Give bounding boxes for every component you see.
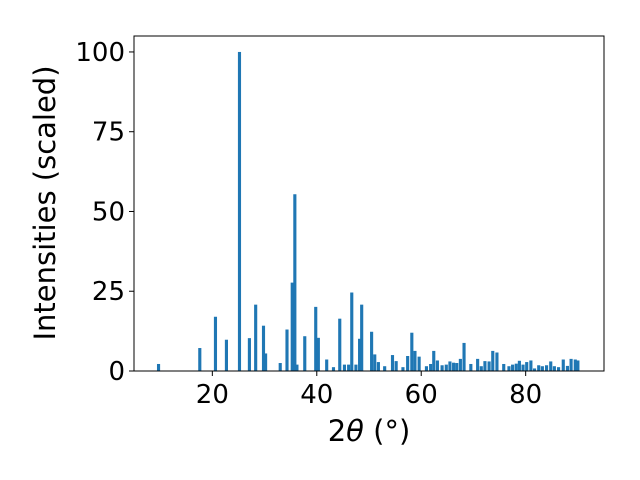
bar-72 xyxy=(569,358,573,371)
bar-46 xyxy=(458,358,462,371)
bar-18 xyxy=(331,367,336,371)
x-tick-label-80: 80 xyxy=(509,380,542,410)
bar-67 xyxy=(549,361,553,371)
y-tick-label-25: 25 xyxy=(92,277,125,307)
bar-8 xyxy=(264,353,268,371)
bar-65 xyxy=(540,366,544,371)
bar-58 xyxy=(514,363,518,371)
bar-34 xyxy=(410,332,414,371)
bar-24 xyxy=(358,338,362,371)
bar-38 xyxy=(429,363,433,371)
bar-30 xyxy=(390,355,395,371)
bar-63 xyxy=(532,368,537,371)
bar-51 xyxy=(483,361,487,371)
x-tick-label-40: 40 xyxy=(300,380,333,410)
bar-0 xyxy=(156,363,161,371)
x-axis-label-suffix: (°) xyxy=(364,414,410,448)
plot-frame xyxy=(133,35,605,372)
bar-69 xyxy=(557,367,561,371)
bar-10 xyxy=(285,329,289,371)
bar-15 xyxy=(314,306,318,371)
bar-56 xyxy=(507,366,511,371)
bar-41 xyxy=(440,365,444,371)
y-tick-label-75: 75 xyxy=(92,118,125,148)
y-tick-label-50: 50 xyxy=(92,197,125,227)
bar-36 xyxy=(417,356,421,371)
bar-45 xyxy=(455,363,459,371)
bar-9 xyxy=(278,363,282,371)
y-axis-ticks: 0 25 50 75 100 xyxy=(75,38,134,387)
bar-74 xyxy=(576,360,580,371)
bar-27 xyxy=(373,354,377,371)
bar-43 xyxy=(448,361,452,371)
bar-13 xyxy=(295,364,299,371)
bar-70 xyxy=(561,359,565,371)
bar-21 xyxy=(347,364,351,371)
bar-3 xyxy=(224,339,228,371)
bar-25 xyxy=(360,304,364,371)
bar-40 xyxy=(435,360,439,371)
bar-4 xyxy=(237,51,242,371)
bar-61 xyxy=(525,362,529,371)
bar-31 xyxy=(394,361,398,371)
bar-5 xyxy=(247,338,251,371)
bar-16 xyxy=(316,337,320,371)
x-tick-label-20: 20 xyxy=(196,380,229,410)
bar-71 xyxy=(565,365,570,371)
bar-66 xyxy=(544,365,549,371)
bar-47 xyxy=(462,342,466,371)
bar-7 xyxy=(261,325,266,371)
bar-52 xyxy=(487,361,491,371)
bar-62 xyxy=(529,360,533,371)
bar-series xyxy=(156,51,580,371)
bar-1 xyxy=(198,348,202,371)
bar-28 xyxy=(376,362,380,371)
bar-26 xyxy=(370,331,374,371)
x-tick-label-60: 60 xyxy=(405,380,438,410)
bar-20 xyxy=(342,364,347,371)
x-axis-label: 2θ (°) xyxy=(328,414,411,448)
bar-32 xyxy=(401,367,405,371)
bar-29 xyxy=(383,366,387,371)
bar-37 xyxy=(424,366,429,371)
bar-33 xyxy=(406,356,410,371)
bar-48 xyxy=(469,363,473,371)
bar-73 xyxy=(573,359,577,371)
bar-57 xyxy=(511,364,515,371)
y-tick-label-0: 0 xyxy=(108,357,125,387)
bar-22 xyxy=(350,292,354,371)
bar-55 xyxy=(502,363,506,371)
y-tick-label-100: 100 xyxy=(75,38,125,68)
bar-64 xyxy=(537,365,541,371)
bar-19 xyxy=(338,318,342,371)
x-axis-label-theta: θ xyxy=(346,414,364,448)
bar-59 xyxy=(517,360,521,371)
bar-23 xyxy=(354,364,358,371)
bar-42 xyxy=(444,364,448,371)
bar-50 xyxy=(479,366,483,371)
bar-12 xyxy=(293,194,297,371)
bar-11 xyxy=(290,282,294,371)
bar-17 xyxy=(325,359,329,371)
bar-60 xyxy=(521,364,525,371)
bar-53 xyxy=(491,350,495,371)
bar-54 xyxy=(495,352,499,371)
bar-14 xyxy=(303,336,307,371)
bar-39 xyxy=(432,350,436,371)
bar-2 xyxy=(213,316,218,371)
bar-49 xyxy=(476,358,480,371)
y-axis-label: Intensities (scaled) xyxy=(28,65,62,340)
bar-44 xyxy=(452,362,456,371)
x-axis-ticks: 20 40 60 80 xyxy=(196,371,542,410)
bar-68 xyxy=(552,366,556,371)
bar-35 xyxy=(413,350,417,371)
x-axis-label-prefix: 2 xyxy=(328,414,346,448)
bar-6 xyxy=(254,304,258,371)
